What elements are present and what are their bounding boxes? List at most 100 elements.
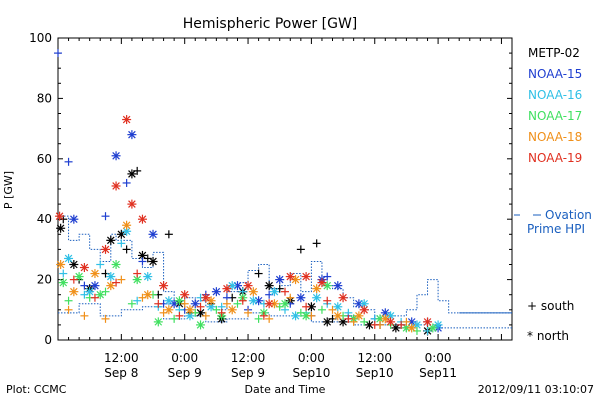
north-point — [190, 299, 200, 309]
south-point — [133, 296, 142, 305]
north-point — [55, 211, 65, 221]
north-point — [148, 229, 158, 239]
x-tick-time-label: 0:00 — [425, 351, 452, 365]
north-point — [122, 115, 132, 125]
south-point — [397, 320, 406, 329]
x-axis-label: Date and Time — [245, 383, 326, 396]
north-point — [359, 305, 369, 315]
south-point — [296, 245, 305, 254]
south-point — [117, 275, 126, 284]
north-point — [333, 302, 343, 312]
x-tick-date-label: Sep 9 — [168, 366, 202, 380]
north-point — [111, 260, 121, 269]
plot-credit: Plot: CCMC — [6, 383, 67, 396]
north-point — [354, 311, 364, 321]
chart-legend: METP-02 NOAA-15 NOAA-16 NOAA-17 NOAA-18 NOAA-… — [528, 46, 582, 165]
south-point — [217, 308, 226, 317]
south-point — [344, 314, 353, 323]
y-tick-label: 60 — [37, 152, 52, 166]
plot-timestamp: 2012/09/11 03:10:07 — [478, 383, 594, 396]
south-point — [180, 299, 189, 308]
south-point — [80, 281, 89, 290]
south-point — [59, 269, 68, 278]
x-tick-time-label: 12:00 — [357, 351, 392, 365]
north-point — [90, 269, 100, 279]
y-tick-label: 20 — [37, 273, 52, 287]
south-point — [175, 311, 184, 320]
north-point — [248, 287, 258, 297]
north-point — [201, 293, 211, 303]
south-point — [170, 314, 179, 323]
south-point — [64, 157, 73, 166]
north-point — [391, 323, 401, 333]
north-point — [153, 317, 163, 327]
north-point — [164, 305, 174, 315]
legend-entry-metp-02: METP-02 — [528, 46, 580, 60]
south-point — [328, 305, 337, 314]
north-point — [285, 272, 295, 282]
north-point — [185, 305, 195, 315]
north-point — [64, 253, 74, 263]
north-point — [227, 305, 237, 315]
south-point — [90, 293, 99, 302]
south-point — [101, 314, 110, 323]
south-point — [265, 314, 274, 323]
marker-legend-south: + south — [527, 299, 574, 313]
south-point — [317, 305, 326, 314]
x-tick-date-label: Sep 9 — [231, 366, 265, 380]
south-point — [122, 178, 131, 187]
north-point — [306, 302, 316, 312]
x-tick-date-label: Sep 8 — [104, 366, 138, 380]
north-point — [111, 181, 121, 191]
north-point — [180, 290, 190, 300]
south-point — [133, 269, 142, 278]
north-point — [206, 302, 216, 312]
y-axis: 0 20 40 60 80 100 — [29, 31, 512, 347]
north-point — [143, 272, 153, 282]
south-point — [281, 287, 289, 296]
north-point — [127, 130, 137, 140]
series-noaa-19 — [55, 115, 433, 329]
north-point — [101, 244, 111, 254]
north-point — [127, 169, 137, 179]
south-point — [402, 317, 411, 326]
south-point — [164, 230, 173, 239]
north-point — [111, 151, 121, 161]
south-point — [64, 305, 73, 314]
north-point — [338, 293, 348, 303]
south-point — [259, 311, 268, 320]
marker-legend-north: * north — [527, 329, 569, 343]
south-point — [138, 257, 147, 266]
south-point — [370, 320, 379, 329]
north-point — [127, 199, 137, 209]
x-tick-time-label: 12:00 — [231, 351, 266, 365]
satellite-data-points — [54, 49, 443, 336]
x-tick-date-label: Sep10 — [292, 366, 330, 380]
x-tick-time-label: 0:00 — [171, 351, 198, 365]
y-tick-label: 0 — [44, 333, 52, 347]
north-point — [56, 260, 66, 269]
south-point — [307, 311, 316, 320]
north-point — [222, 284, 232, 294]
north-point — [248, 296, 258, 306]
y-axis-label: P [GW] — [2, 171, 15, 209]
north-point — [174, 296, 184, 306]
north-point — [243, 281, 253, 291]
north-point — [159, 281, 169, 291]
north-point — [69, 214, 79, 224]
north-point — [148, 256, 158, 266]
x-tick-date-label: Sep11 — [419, 366, 457, 380]
north-point — [291, 311, 301, 321]
north-point — [428, 323, 438, 333]
north-point — [264, 299, 274, 309]
north-point — [423, 317, 433, 327]
south-point — [69, 275, 78, 284]
north-point — [137, 214, 147, 224]
x-tick-time-label: 0:00 — [298, 351, 325, 365]
legend-entry-noaa-16: NOAA-16 — [528, 88, 582, 102]
ovation-prime-hpi-series — [58, 215, 512, 329]
north-point — [386, 317, 396, 327]
y-tick-label: 100 — [29, 31, 52, 45]
